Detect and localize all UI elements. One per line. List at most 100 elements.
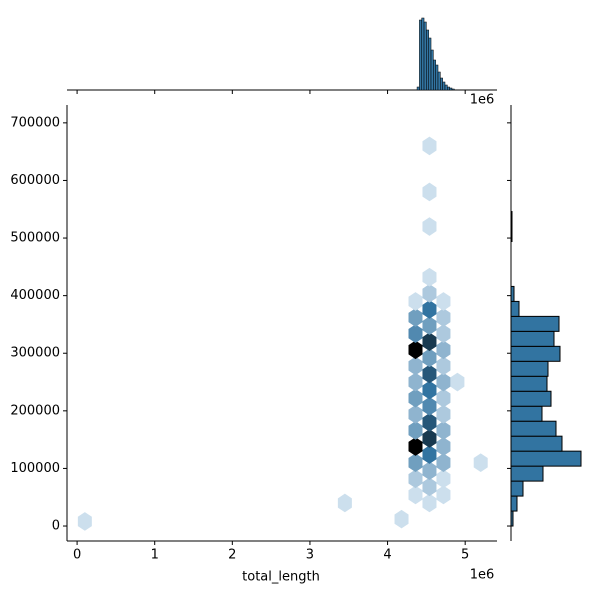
hex-bin [422, 182, 437, 202]
top-hist-bar [442, 81, 446, 91]
y-tick-label: 100000 [10, 461, 60, 476]
y-tick-label: 500000 [10, 231, 60, 246]
hex-bin [408, 340, 423, 360]
right-hist-bar [510, 226, 513, 243]
top-hist-bar [433, 59, 436, 91]
y-tick-label: 400000 [10, 288, 60, 303]
y-tick-label: 300000 [10, 346, 60, 361]
right-hist-bar [510, 375, 548, 392]
right-hist-bar [510, 285, 515, 302]
hex-bin [394, 509, 409, 529]
hex-bin [436, 324, 451, 343]
right-hist-bar [510, 360, 549, 377]
hex-bin [422, 136, 437, 156]
hex-bin [422, 429, 437, 448]
hex-bin [408, 485, 423, 505]
hex-bin [422, 493, 437, 513]
hex-bin [450, 372, 465, 392]
right-hist-bar [510, 211, 513, 228]
y-tick-label: 700000 [10, 115, 60, 130]
x-tick-label: 3 [306, 548, 314, 563]
hex-bin [422, 348, 437, 368]
hex-bin [408, 292, 423, 311]
right-hist-bar [510, 450, 582, 467]
top-hist-bar [430, 49, 434, 91]
top-hist-bar [444, 84, 448, 91]
x-axis-label: total_length [242, 570, 320, 585]
hex-bin [422, 364, 437, 384]
top-hist-bar [447, 86, 450, 91]
top-hist-bar [426, 29, 429, 91]
hex-bin [436, 469, 451, 489]
right-hist-bar [510, 390, 552, 407]
right-hist-bar [510, 435, 563, 452]
hex-bin [422, 445, 437, 464]
hex-bin [337, 493, 352, 513]
x-tick-label: 4 [383, 548, 391, 563]
hex-bin [422, 300, 437, 319]
y-tick-label: 0 [52, 519, 60, 534]
hex-bin [422, 477, 437, 497]
hex-bin [422, 413, 437, 432]
hex-bin [422, 284, 437, 303]
x-tick-label: 2 [228, 548, 236, 563]
hex-bin [408, 388, 423, 408]
right-hist-bar [510, 315, 560, 332]
hex-bin [408, 372, 423, 392]
hex-bin [422, 267, 437, 287]
top-hist-bar [423, 21, 427, 91]
hex-bin [408, 324, 423, 343]
hex-bin [436, 292, 451, 311]
hex-bin [408, 437, 423, 456]
right-hist-bar [510, 330, 555, 347]
top-hist-bar [451, 88, 455, 91]
right-hist-bar [510, 420, 557, 437]
hex-bin [408, 421, 423, 440]
hex-bin [436, 437, 451, 456]
hex-bin [436, 340, 451, 360]
hex-bin [436, 421, 451, 440]
hex-bin [422, 461, 437, 481]
hex-bin [436, 308, 451, 327]
x-tick-label: 1 [151, 548, 159, 563]
top-hist-bar [435, 64, 439, 91]
y-tick-label: 200000 [10, 403, 60, 418]
hex-bin [408, 308, 423, 327]
hex-bin [436, 453, 451, 472]
right-hist-bar [510, 510, 514, 527]
x-tick-label: 0 [73, 548, 81, 563]
top-hist-bar [416, 86, 420, 91]
hex-bin [408, 404, 423, 424]
top-hist-bar [419, 19, 422, 91]
hex-bin [436, 372, 451, 392]
hex-bin [408, 453, 423, 472]
top-hist-bar [449, 87, 453, 91]
hex-bin [422, 380, 437, 400]
hex-bin [473, 453, 488, 472]
hex-bin [436, 485, 451, 505]
right-hist-bar [510, 405, 543, 422]
right-hist-bar [510, 300, 520, 317]
right-hist-bar [510, 345, 561, 362]
hex-bin [408, 469, 423, 489]
hex-bin [422, 396, 437, 416]
hex-bin [436, 404, 451, 424]
hex-bin [77, 512, 92, 531]
top-hist-bar [428, 37, 432, 91]
top-hist-bar [421, 17, 425, 91]
right-hist-bar [510, 495, 518, 512]
x-offset-label: 1e6 [470, 568, 495, 583]
x-tick-label: 5 [461, 548, 469, 563]
hex-bin [408, 356, 423, 376]
hex-bin [436, 356, 451, 376]
hex-bin [422, 316, 437, 335]
top-offset-label: 1e6 [470, 93, 495, 108]
top-hist-bar [437, 71, 441, 91]
hex-bin [436, 388, 451, 408]
top-hist-bar [440, 77, 443, 91]
hex-bin [422, 332, 437, 352]
hex-bin [422, 217, 437, 236]
right-hist-bar [510, 480, 524, 497]
y-tick-label: 600000 [10, 173, 60, 188]
